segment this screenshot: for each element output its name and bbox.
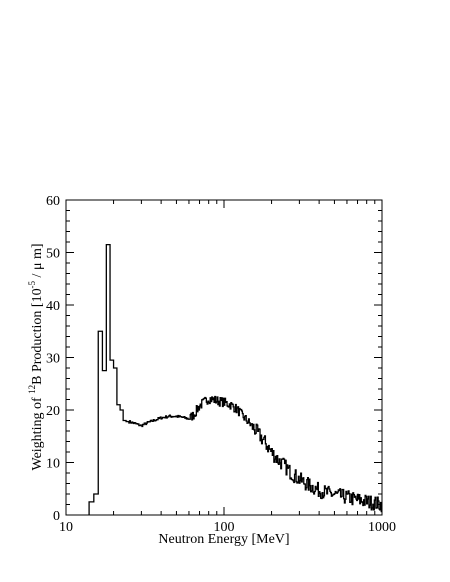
tick-marks — [65, 199, 383, 516]
x-tick-label: 10 — [59, 520, 73, 535]
y-axis-label-sup-exp: -5 — [27, 280, 37, 288]
series-step-line — [88, 243, 382, 515]
y-axis-label-mid: B Production [10 — [30, 288, 45, 384]
x-tick-label: 1000 — [368, 520, 396, 535]
y-tick-label: 10 — [46, 457, 60, 472]
y-axis-label-pre: Weighting of — [30, 394, 45, 471]
y-axis-label: Weighting of 12B Production [10-5 / μ m] — [27, 243, 45, 470]
plot-frame — [65, 199, 383, 516]
y-tick-label: 40 — [46, 299, 60, 314]
y-axis-label-sup-12: 12 — [27, 385, 37, 394]
y-tick-label: 0 — [53, 509, 60, 524]
x-axis-label: Neutron Energy [MeV] — [158, 532, 289, 547]
y-tick-label: 20 — [46, 404, 60, 419]
x-tick-label: 100 — [214, 520, 235, 535]
y-tick-label: 30 — [46, 352, 60, 367]
y-axis-label-post: / μ m] — [30, 243, 45, 280]
y-tick-label: 60 — [46, 194, 60, 209]
y-tick-label: 50 — [46, 247, 60, 262]
